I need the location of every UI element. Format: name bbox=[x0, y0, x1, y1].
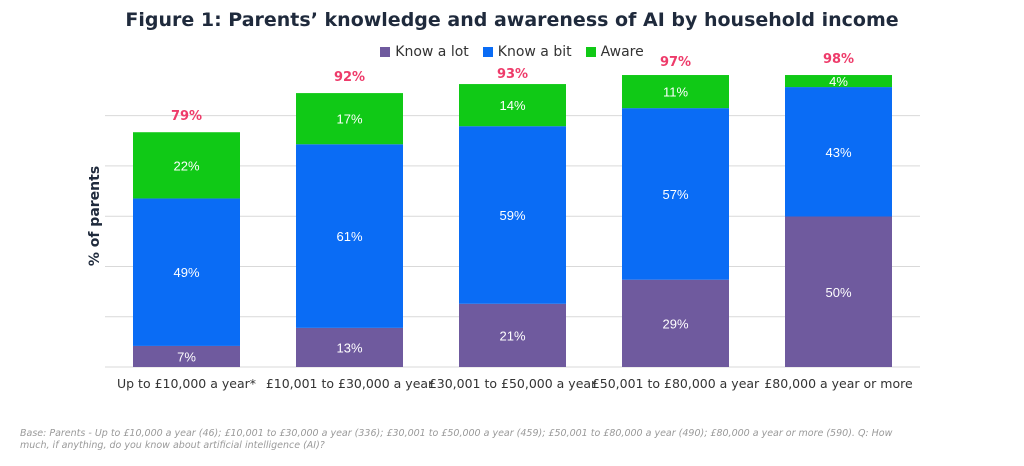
bar-total-label: 97% bbox=[660, 55, 691, 70]
bar-total-label: 79% bbox=[171, 109, 202, 124]
bar-segment bbox=[133, 198, 240, 346]
bar-segment-label: 17% bbox=[336, 112, 362, 127]
bar-segment-label: 29% bbox=[662, 316, 688, 331]
bar-segment-label: 11% bbox=[663, 85, 688, 100]
bar-segment bbox=[133, 132, 240, 199]
bar-segment bbox=[622, 75, 729, 109]
bar-segment bbox=[459, 126, 566, 304]
legend-swatch-know-a-lot bbox=[380, 47, 391, 57]
x-tick-label: £10,001 to £30,000 a year bbox=[266, 376, 434, 391]
x-tick-label: £50,001 to £80,000 a year bbox=[592, 376, 760, 391]
legend-label-aware: Aware bbox=[600, 44, 644, 60]
bar-segment bbox=[459, 303, 566, 367]
bar-segment-label: 21% bbox=[499, 328, 525, 343]
bar-segment-label: 61% bbox=[336, 229, 362, 244]
legend-swatch-know-a-bit bbox=[482, 47, 493, 57]
bar-segment bbox=[785, 216, 892, 367]
bar-segment bbox=[459, 84, 566, 127]
bar-segment-label: 7% bbox=[177, 349, 196, 364]
chart-title: Figure 1: Parents’ knowledge and awarene… bbox=[125, 9, 899, 31]
bar-segment-label: 13% bbox=[336, 340, 362, 355]
legend-item-know-a-bit: Know a bit bbox=[482, 44, 572, 60]
bar-segment bbox=[133, 345, 240, 367]
y-axis-label: % of parents bbox=[87, 166, 103, 266]
bar-segment-label: 4% bbox=[829, 74, 848, 89]
legend-label-know-a-lot: Know a lot bbox=[395, 44, 469, 60]
bar-segment-label: 14% bbox=[499, 98, 525, 113]
bar-segment-label: 43% bbox=[825, 145, 851, 160]
bar-segment bbox=[622, 108, 729, 280]
bar-total-label: 93% bbox=[497, 67, 528, 82]
bar-segment-label: 59% bbox=[499, 208, 525, 223]
bar-total-label: 98% bbox=[823, 52, 854, 67]
bar-segment-label: 49% bbox=[173, 265, 199, 280]
bar-segment-label: 57% bbox=[662, 187, 688, 202]
legend-swatch-aware bbox=[585, 47, 596, 57]
legend-label-know-a-bit: Know a bit bbox=[497, 44, 572, 60]
bar-segment bbox=[296, 93, 403, 145]
bar-segment-label: 50% bbox=[825, 285, 851, 300]
bar-segment-label: 22% bbox=[173, 158, 199, 173]
bar-segment bbox=[296, 144, 403, 328]
x-tick-label: £30,001 to £50,000 a year bbox=[429, 376, 597, 391]
x-tick-label: £80,000 a year or more bbox=[764, 376, 913, 391]
bar-segment bbox=[785, 75, 892, 88]
base-footnote: Base: Parents - Up to £10,000 a year (46… bbox=[20, 428, 893, 451]
chart-legend: Know a lot Know a bit Aware bbox=[0, 44, 1024, 60]
bar-total-label: 92% bbox=[334, 70, 365, 85]
legend-item-aware: Aware bbox=[585, 44, 644, 60]
bar-segment bbox=[622, 279, 729, 367]
bar-segment bbox=[296, 327, 403, 367]
legend-item-know-a-lot: Know a lot bbox=[380, 44, 469, 60]
x-tick-label: Up to £10,000 a year* bbox=[117, 376, 256, 391]
bar-segment bbox=[785, 87, 892, 217]
